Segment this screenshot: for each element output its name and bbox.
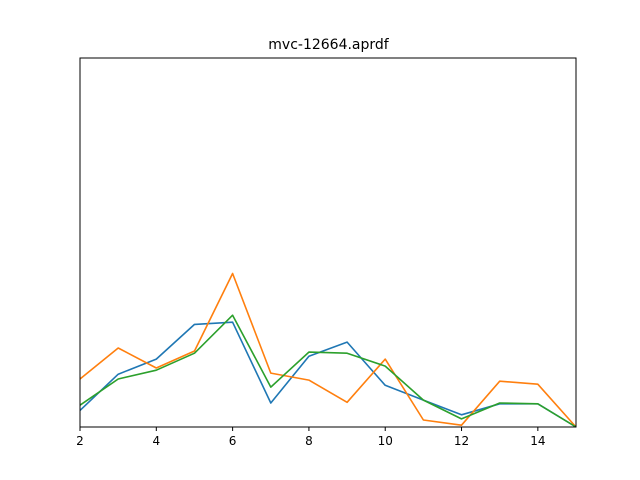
plot-area-frame [79,57,577,428]
series-line-3 [79,314,577,428]
x-tick-label: 8 [305,434,313,448]
x-tick-label: 10 [378,434,393,448]
x-tick-label: 12 [454,434,469,448]
series-line-2 [79,272,577,428]
series-layer [79,272,577,428]
chart-title: mvc-12664.aprdf [268,37,390,53]
x-tick-label: 2 [76,434,84,448]
series-line-1 [79,321,577,428]
x-axis: 2 4 6 8 10 12 14 [76,427,545,448]
x-tick-label: 4 [152,434,160,448]
x-tick-label: 14 [530,434,545,448]
x-tick-label: 6 [229,434,237,448]
